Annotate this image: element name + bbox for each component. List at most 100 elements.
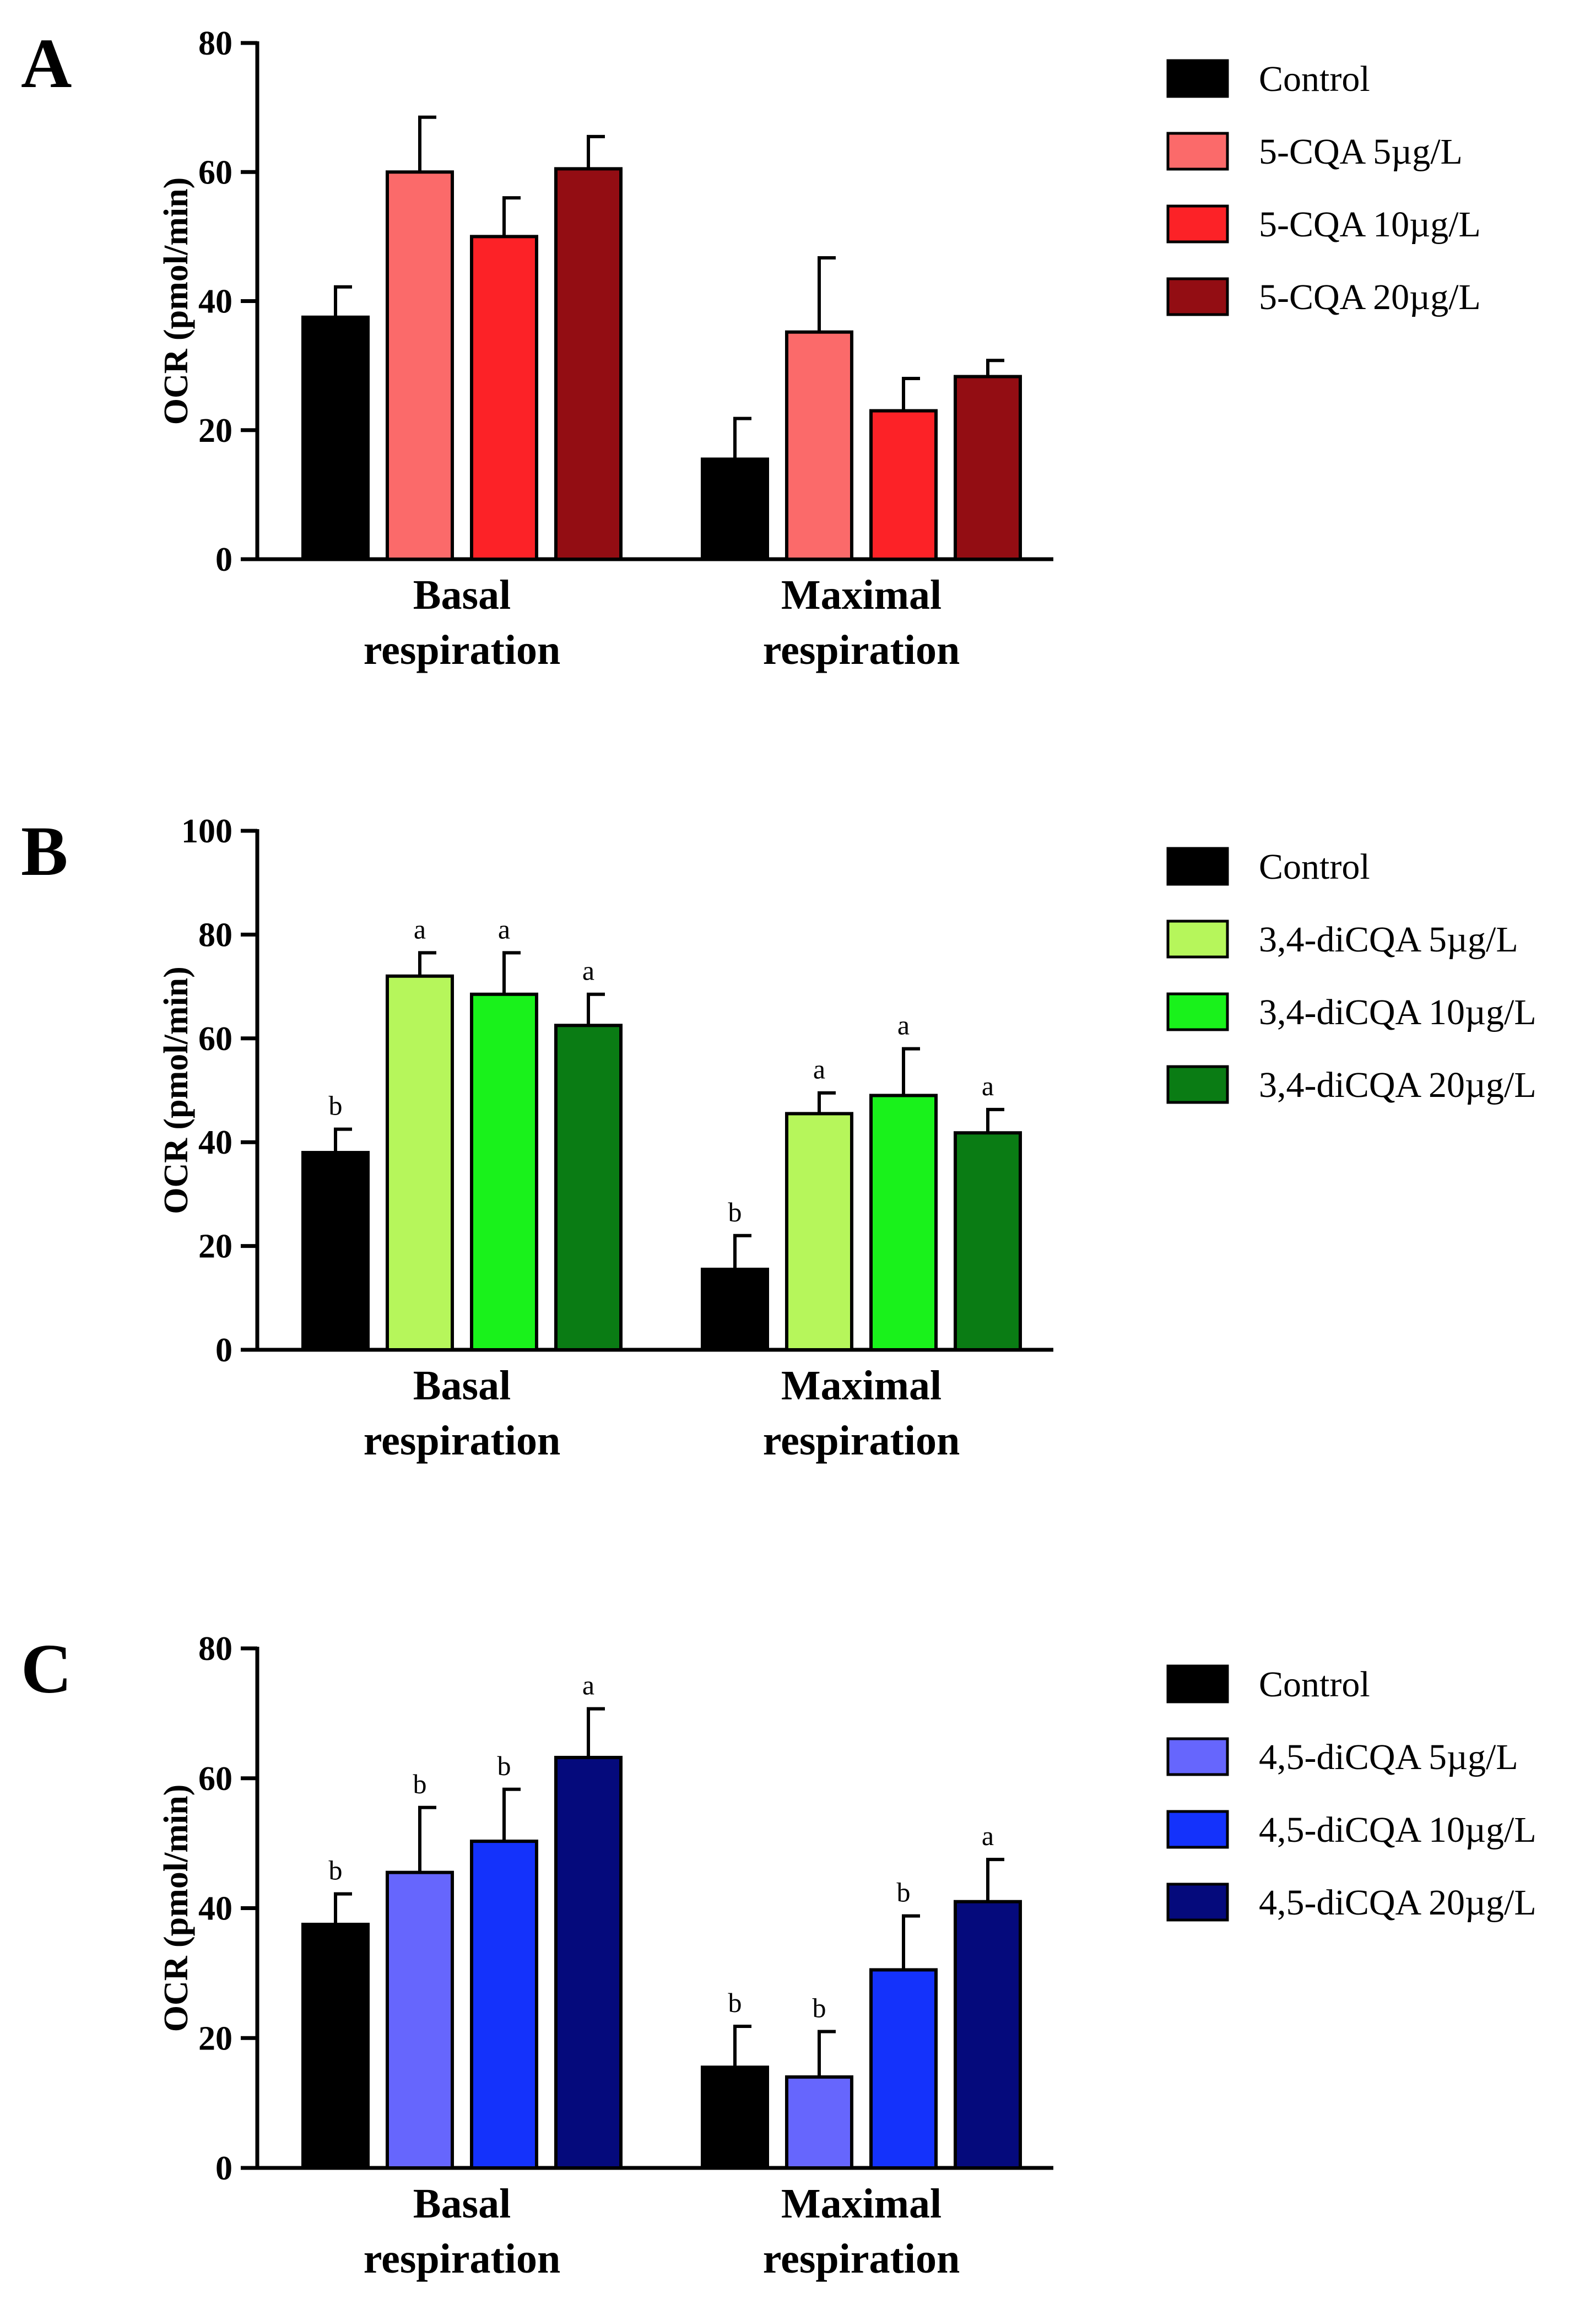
y-tick-label: 20 bbox=[198, 412, 232, 450]
legend-label: Control bbox=[1259, 847, 1370, 887]
legend-label: 3,4-diCQA 10µg/L bbox=[1259, 992, 1537, 1032]
category-label: Basal bbox=[413, 1362, 511, 1409]
bar bbox=[701, 1267, 769, 1351]
bar bbox=[301, 1922, 370, 2170]
bar bbox=[386, 170, 454, 561]
category-label: Maximal bbox=[781, 1362, 942, 1409]
bar bbox=[554, 167, 623, 561]
panel-a: A 0 20 40 60 80 OCR (pmol/min) Basal respiration… bbox=[21, 24, 1481, 673]
significance-label: a bbox=[582, 955, 594, 986]
significance-label: a bbox=[982, 1070, 994, 1101]
legend-swatch bbox=[1166, 277, 1229, 316]
legend-label: Control bbox=[1259, 1664, 1370, 1705]
bar bbox=[785, 2075, 853, 2170]
significance-label: a bbox=[813, 1054, 825, 1085]
y-axis-label: OCR (pmol/min) bbox=[158, 966, 195, 1214]
legend-swatch bbox=[1166, 920, 1229, 959]
legend-swatch bbox=[1166, 1883, 1229, 1922]
panel-b: B 0 20 40 60 80 100 OCR (pmol/min) b a a a Basal resp… bbox=[21, 812, 1537, 1464]
significance-label: b bbox=[329, 1090, 343, 1121]
panel-c: C 0 20 40 60 80 OCR (pmol/min) b b b a Basal respira… bbox=[21, 1630, 1537, 2282]
legend-swatch bbox=[1166, 132, 1229, 171]
legend-label: 5-CQA 10µg/L bbox=[1259, 204, 1481, 245]
y-tick-label: 40 bbox=[198, 283, 232, 321]
category-label: respiration bbox=[763, 1418, 960, 1464]
category-label: respiration bbox=[763, 2236, 960, 2282]
category-label: Basal bbox=[413, 572, 511, 618]
significance-label: b bbox=[329, 1855, 343, 1886]
bar bbox=[701, 457, 769, 561]
bar bbox=[301, 1151, 370, 1352]
legend-swatch bbox=[1166, 59, 1229, 98]
legend-swatch bbox=[1166, 1737, 1229, 1776]
legend-swatch bbox=[1166, 992, 1229, 1031]
bar bbox=[954, 1131, 1022, 1351]
y-tick-label: 80 bbox=[198, 916, 232, 954]
significance-label: a bbox=[498, 913, 510, 944]
y-tick-label: 0 bbox=[215, 1332, 232, 1369]
category-label: Basal bbox=[413, 2181, 511, 2227]
y-tick-label: 60 bbox=[198, 1760, 232, 1798]
legend-label: 4,5-diCQA 20µg/L bbox=[1259, 1883, 1537, 1923]
legend-label: 5-CQA 20µg/L bbox=[1259, 277, 1481, 317]
y-tick-label: 40 bbox=[198, 1890, 232, 1928]
bar bbox=[954, 375, 1022, 561]
bar bbox=[785, 1112, 853, 1351]
legend-swatch bbox=[1166, 204, 1229, 244]
legend-swatch bbox=[1166, 1664, 1229, 1703]
y-tick-label: 80 bbox=[198, 25, 232, 62]
legend-label: 4,5-diCQA 10µg/L bbox=[1259, 1810, 1537, 1850]
y-tick-label: 0 bbox=[215, 541, 232, 578]
bar bbox=[386, 1870, 454, 2170]
significance-label: b bbox=[728, 1197, 742, 1227]
category-label: Maximal bbox=[781, 2181, 942, 2227]
significance-label: b bbox=[728, 1987, 742, 2018]
y-tick-label: 80 bbox=[198, 1630, 232, 1668]
y-tick-label: 40 bbox=[198, 1124, 232, 1161]
legend-label: 4,5-diCQA 5µg/L bbox=[1259, 1737, 1518, 1777]
y-tick-label: 20 bbox=[198, 2020, 232, 2057]
significance-label: b bbox=[813, 1992, 826, 2023]
panel-letter: A bbox=[21, 24, 72, 102]
category-label: Maximal bbox=[781, 572, 942, 618]
legend-label: 3,4-diCQA 20µg/L bbox=[1259, 1065, 1537, 1105]
bar bbox=[554, 1756, 623, 2170]
category-label: respiration bbox=[763, 627, 960, 673]
y-tick-label: 100 bbox=[181, 813, 232, 850]
legend-swatch bbox=[1166, 1810, 1229, 1849]
bar bbox=[554, 1024, 623, 1351]
y-tick-label: 60 bbox=[198, 154, 232, 191]
bar bbox=[301, 315, 370, 561]
bar bbox=[954, 1900, 1022, 2170]
y-axis-label: OCR (pmol/min) bbox=[158, 177, 195, 425]
bar bbox=[386, 974, 454, 1351]
panel-letter: C bbox=[21, 1630, 72, 1708]
bar bbox=[701, 2065, 769, 2170]
category-label: respiration bbox=[364, 2236, 560, 2282]
y-axis-label: OCR (pmol/min) bbox=[158, 1784, 195, 2032]
legend-swatch bbox=[1166, 847, 1229, 886]
significance-label: b bbox=[497, 1750, 511, 1781]
y-tick-label: 20 bbox=[198, 1228, 232, 1265]
category-label: respiration bbox=[364, 1418, 560, 1464]
significance-label: a bbox=[982, 1820, 994, 1851]
legend-label: Control bbox=[1259, 59, 1370, 99]
legend-label: 5-CQA 5µg/L bbox=[1259, 132, 1463, 172]
bar bbox=[869, 1968, 938, 2170]
significance-label: b bbox=[897, 1877, 911, 1908]
bar bbox=[470, 1840, 538, 2170]
legend-swatch bbox=[1166, 1065, 1229, 1104]
legend-label: 3,4-diCQA 5µg/L bbox=[1259, 920, 1518, 960]
category-label: respiration bbox=[364, 627, 560, 673]
y-tick-label: 0 bbox=[215, 2150, 232, 2187]
bar bbox=[869, 1094, 938, 1352]
significance-label: a bbox=[582, 1670, 594, 1701]
bar bbox=[470, 992, 538, 1351]
significance-label: a bbox=[897, 1010, 910, 1041]
y-tick-label: 60 bbox=[198, 1020, 232, 1058]
significance-label: a bbox=[414, 913, 426, 944]
bar bbox=[869, 409, 938, 561]
bar bbox=[785, 330, 853, 561]
significance-label: b bbox=[413, 1768, 427, 1799]
